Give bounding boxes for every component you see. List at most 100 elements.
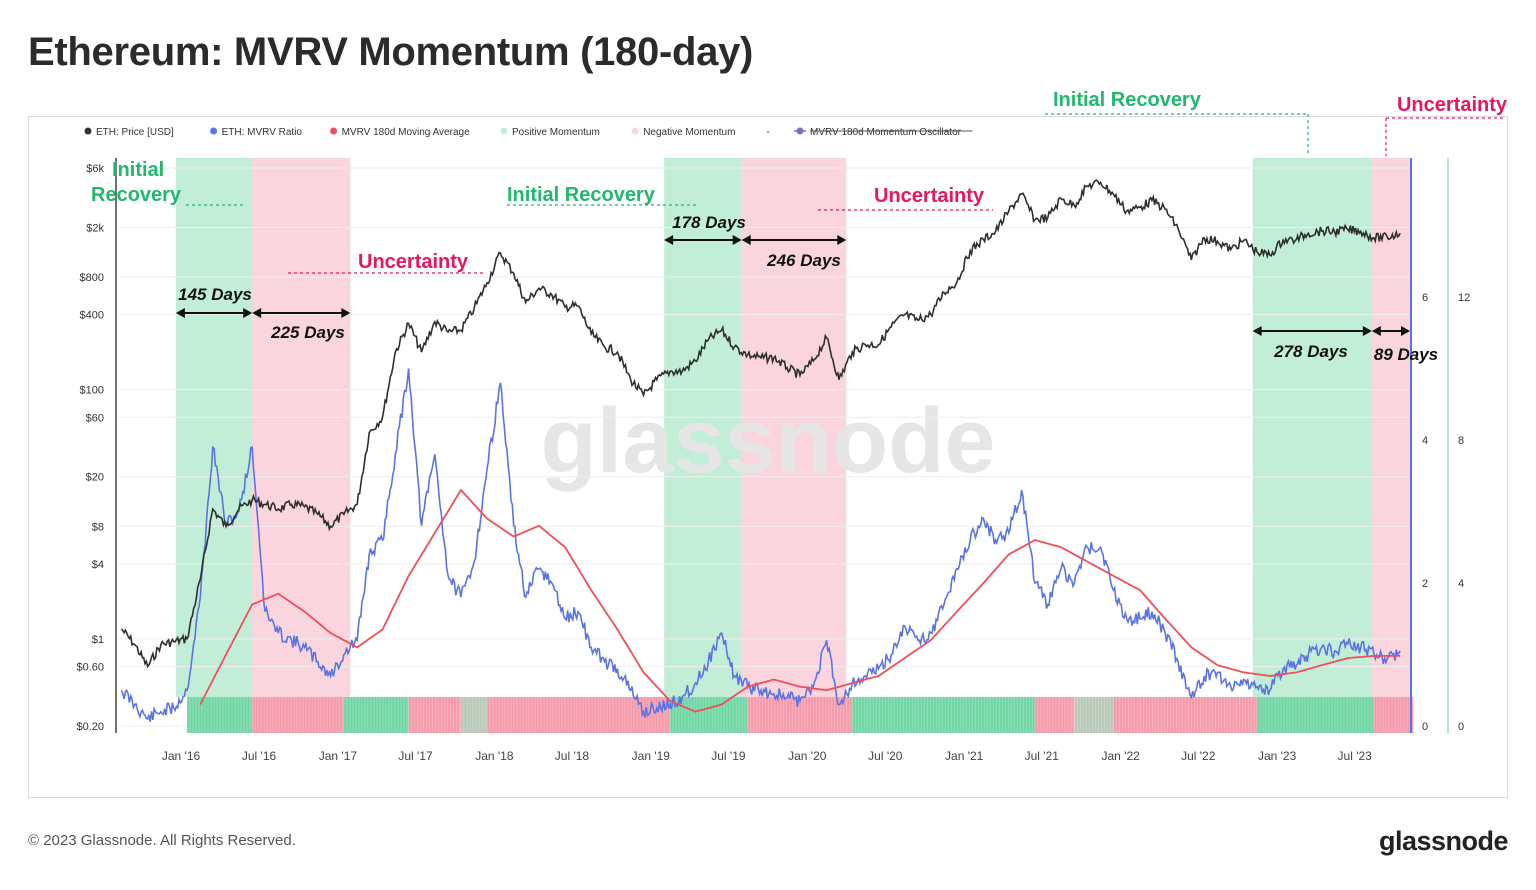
period-band-3 — [664, 158, 742, 697]
x-tick-label: Jul '21 — [1025, 749, 1060, 763]
x-tick-label: Jul '16 — [242, 749, 277, 763]
period-1-label-line1: Initial — [112, 159, 164, 181]
series-lines — [120, 179, 1401, 722]
chart-legend: ETH: Price [USD] ETH: MVRV Ratio MVRV 180d… — [84, 127, 973, 138]
x-tick-label: Jul '18 — [555, 749, 590, 763]
y-left-tick-label: $20 — [86, 472, 104, 484]
period-6-arrow-head-right — [1401, 326, 1410, 336]
legend-item-5: Negative Momentum — [631, 127, 735, 138]
y-right-tick-label: 2 — [1422, 578, 1428, 590]
period-band-6 — [1371, 158, 1410, 697]
y-left-tick-label: $4 — [92, 559, 104, 571]
momentum-segment-5 — [460, 697, 488, 733]
x-tick-label: Jan '23 — [1258, 749, 1297, 763]
period-2-duration: 225 Days — [270, 323, 345, 342]
mvrv-ma-line — [199, 488, 1401, 713]
period-2-arrow-head-right — [341, 308, 351, 318]
period-4-label: Uncertainty — [874, 185, 985, 207]
legend-dot — [500, 127, 508, 135]
y-left-tick-label: $400 — [80, 310, 104, 322]
legend-item-3: MVRV 180d Moving Average — [330, 127, 470, 138]
momentum-bands — [175, 158, 1410, 697]
legend-label: - — [766, 127, 769, 138]
period-4-arrow-head-right — [837, 235, 847, 245]
period-1-arrow-head-left — [175, 308, 185, 318]
period-4-arrow-head-left — [741, 235, 751, 245]
x-tick-label: Jan '17 — [319, 749, 358, 763]
y-left-tick-label: $1 — [92, 634, 104, 646]
period-3-arrow-head-left — [664, 235, 674, 245]
period-5-label: Initial Recovery — [1053, 89, 1202, 111]
legend-label: Negative Momentum — [643, 127, 735, 138]
period-band-1 — [175, 158, 253, 697]
y-left-tick-label: $60 — [86, 412, 104, 424]
y-right-tick-label: 6 — [1422, 292, 1428, 304]
legend-label: ETH: Price [USD] — [96, 127, 174, 138]
period-band-2 — [252, 158, 351, 697]
period-2-arrow-head-left — [252, 308, 262, 318]
x-tick-label: Jul '19 — [711, 749, 746, 763]
legend-item-7: MVRV 180d Momentum Oscillator — [794, 127, 973, 138]
mvrv-ratio-line — [120, 368, 1401, 722]
x-tick-label: Jan '19 — [632, 749, 671, 763]
period-annotations: Initial Recovery 145 Days Uncertainty 225 Da… — [91, 89, 1508, 364]
legend-label: Positive Momentum — [512, 127, 600, 138]
period-3-arrow-head-right — [732, 235, 742, 245]
y-right2-tick-label: 8 — [1458, 435, 1464, 447]
period-2-label: Uncertainty — [358, 251, 469, 273]
y-right2-tick-label: 12 — [1458, 292, 1470, 304]
x-tick-label: Jul '23 — [1338, 749, 1373, 763]
x-tick-label: Jan '20 — [788, 749, 827, 763]
period-band-4 — [741, 158, 847, 697]
legend-dot — [330, 127, 338, 135]
momentum-segment-9 — [852, 697, 1035, 733]
x-tick-label: Jan '18 — [475, 749, 514, 763]
y-left-tick-label: $100 — [80, 385, 104, 397]
legend-item-2: ETH: MVRV Ratio — [210, 127, 302, 138]
momentum-segment-12 — [1113, 697, 1257, 733]
y-right2-tick-label: 0 — [1458, 721, 1464, 733]
legend-dot — [84, 127, 92, 135]
period-6-duration: 89 Days — [1374, 345, 1438, 364]
legend-label: MVRV 180d Momentum Oscillator — [810, 127, 962, 138]
chart-frame — [28, 116, 1508, 798]
period-5-duration: 278 Days — [1273, 342, 1348, 361]
momentum-segment-4 — [408, 697, 461, 733]
period-band-5 — [1252, 158, 1372, 697]
momentum-segment-13 — [1256, 697, 1374, 733]
period-1-label-line2: Recovery — [91, 184, 182, 206]
legend-dot — [796, 127, 804, 135]
period-1-arrow-head-right — [243, 308, 253, 318]
momentum-segment-2 — [252, 697, 344, 733]
y-left-tick-label: $8 — [92, 521, 104, 533]
legend-item-4: Positive Momentum — [500, 127, 600, 138]
copyright-footer: © 2023 Glassnode. All Rights Reserved. — [28, 832, 296, 849]
x-tick-label: Jan '22 — [1101, 749, 1140, 763]
y-left-tick-label: $0.60 — [76, 662, 104, 674]
x-tick-label: Jul '17 — [398, 749, 433, 763]
legend-label: ETH: MVRV Ratio — [222, 127, 303, 138]
momentum-segment-3 — [343, 697, 409, 733]
period-5-arrow-head-right — [1362, 326, 1372, 336]
page-title: Ethereum: MVRV Momentum (180-day) — [28, 30, 754, 74]
period-6-arrow-head-left — [1371, 326, 1381, 336]
legend-item-6: - — [766, 127, 769, 138]
watermark: glassnode — [540, 390, 995, 492]
y-right-tick-label: 4 — [1422, 435, 1428, 447]
legend-item-1: ETH: Price [USD] — [84, 127, 174, 138]
x-tick-label: Jan '21 — [945, 749, 984, 763]
x-tick-label: Jul '20 — [868, 749, 903, 763]
legend-dot — [210, 127, 218, 135]
price-line — [120, 179, 1401, 669]
period-3-label: Initial Recovery — [507, 184, 656, 206]
period-5-arrow-head-left — [1252, 326, 1262, 336]
period-6-label: Uncertainty — [1397, 94, 1508, 116]
legend-dot — [631, 127, 639, 135]
momentum-bar — [186, 697, 1414, 733]
y-left-tick-label: $800 — [80, 272, 104, 284]
momentum-segment-7 — [670, 697, 748, 733]
brand-logo: glassnode — [1378, 826, 1509, 856]
y-left-tick-label: $2k — [86, 222, 104, 234]
x-tick-label: Jul '22 — [1181, 749, 1216, 763]
momentum-segment-10 — [1034, 697, 1075, 733]
